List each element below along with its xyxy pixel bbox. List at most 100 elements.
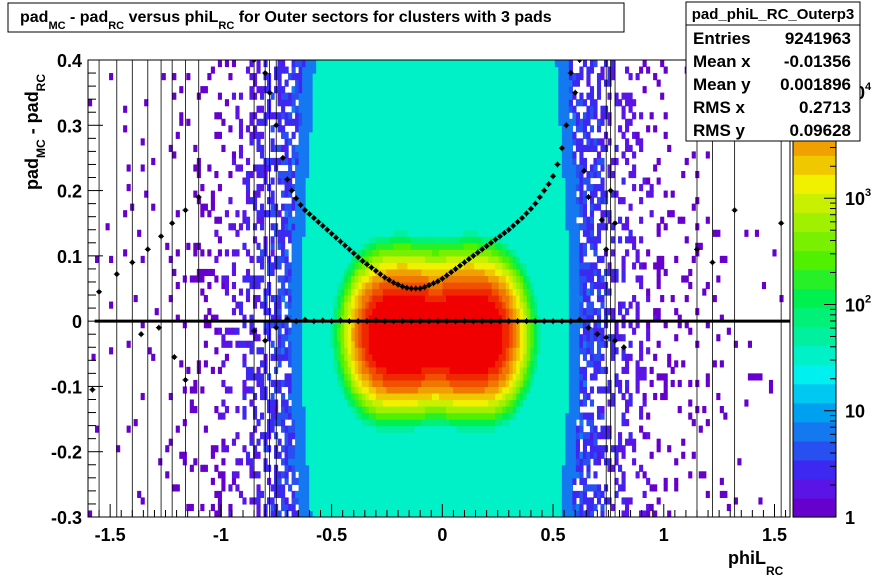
heatmap-cell <box>368 190 373 198</box>
heatmap-cell <box>312 445 317 453</box>
heatmap-cell <box>302 262 307 270</box>
heatmap-cell <box>288 301 293 309</box>
heatmap-cell <box>435 471 440 479</box>
heatmap-cell <box>333 216 338 224</box>
heatmap-cell <box>477 79 482 87</box>
heatmap-cell <box>488 112 493 120</box>
heatmap-cell <box>267 164 272 172</box>
heatmap-cell <box>337 301 342 309</box>
heatmap-cell <box>326 406 331 414</box>
heatmap-cell <box>319 314 324 322</box>
heatmap-cell <box>386 484 391 492</box>
heatmap-cell <box>175 281 180 290</box>
heatmap-cell <box>330 144 335 152</box>
heatmap-cell <box>323 503 328 512</box>
heatmap-cell <box>312 138 317 146</box>
heatmap-cell <box>323 112 328 120</box>
heatmap-cell <box>470 236 475 244</box>
heatmap-cell <box>291 86 296 94</box>
heatmap-cell <box>358 144 363 152</box>
heatmap-cell <box>210 203 215 211</box>
heatmap-cell <box>295 425 300 433</box>
heatmap-cell <box>333 314 338 322</box>
heatmap-cell <box>361 157 366 166</box>
heatmap-cell <box>379 255 384 263</box>
heatmap-cell <box>460 99 465 107</box>
heatmap-cell <box>393 301 398 309</box>
heatmap-cell <box>474 177 479 185</box>
heatmap-cell <box>449 66 454 74</box>
heatmap-cell <box>277 66 282 74</box>
heatmap-cell <box>217 412 222 420</box>
heatmap-cell <box>249 458 254 466</box>
heatmap-cell <box>214 170 219 179</box>
heatmap-cell <box>319 242 324 250</box>
heatmap-cell <box>340 184 345 192</box>
heatmap-cell <box>344 445 349 453</box>
heatmap-cell <box>456 99 461 107</box>
heatmap-cell <box>333 197 338 205</box>
heatmap-cell <box>396 425 401 433</box>
heatmap-cell <box>498 229 503 237</box>
heatmap-cell <box>491 327 496 335</box>
heatmap-cell <box>456 379 461 388</box>
heatmap-cell <box>463 464 468 472</box>
heatmap-cell <box>249 321 254 329</box>
heatmap-cell <box>295 438 300 446</box>
heatmap-cell <box>358 464 363 472</box>
heatmap-cell <box>284 334 289 342</box>
heatmap-cell <box>312 197 317 205</box>
heatmap-cell <box>323 484 328 492</box>
heatmap-cell <box>281 177 286 185</box>
heatmap-cell <box>347 216 352 224</box>
heatmap-cell <box>344 451 349 459</box>
heatmap-cell <box>460 301 465 309</box>
heatmap-cell <box>393 125 398 133</box>
heatmap-cell <box>337 464 342 472</box>
heatmap-cell <box>291 288 296 296</box>
heatmap-cell <box>453 203 458 211</box>
heatmap-cell <box>491 510 496 517</box>
heatmap-cell <box>414 79 419 87</box>
heatmap-cell <box>259 184 265 192</box>
heatmap-cell <box>502 216 507 224</box>
heatmap-cell <box>403 340 409 348</box>
heatmap-cell <box>439 458 444 466</box>
heatmap-cell <box>302 490 307 499</box>
heatmap-cell <box>442 268 447 277</box>
heatmap-cell <box>456 151 461 159</box>
heatmap-cell <box>460 249 465 257</box>
heatmap-cell <box>354 281 359 290</box>
heatmap-cell <box>488 503 493 512</box>
heatmap-cell <box>312 86 317 94</box>
heatmap-cell <box>361 223 366 231</box>
heatmap-cell <box>417 236 423 244</box>
heatmap-cell <box>298 458 303 466</box>
heatmap-cell <box>203 425 208 433</box>
heatmap-cell <box>368 490 373 499</box>
heatmap-cell <box>470 340 475 348</box>
heatmap-cell <box>442 131 447 139</box>
heatmap-cell <box>235 406 240 414</box>
heatmap-cell <box>502 464 507 472</box>
heatmap-cell <box>295 373 300 381</box>
heatmap-cell <box>379 301 384 309</box>
heatmap-cell <box>302 151 307 159</box>
heatmap-cell <box>312 157 317 166</box>
heatmap-cell <box>421 438 426 446</box>
heatmap-cell <box>389 497 394 505</box>
heatmap-cell <box>358 301 363 309</box>
heatmap-cell <box>284 445 289 453</box>
heatmap-cell <box>431 216 437 224</box>
heatmap-cell <box>351 177 356 185</box>
heatmap-cell <box>333 360 338 368</box>
heatmap-cell <box>439 308 444 316</box>
heatmap-cell <box>382 503 387 512</box>
heatmap-cell <box>365 464 370 472</box>
heatmap-cell <box>351 379 356 388</box>
heatmap-cell <box>396 386 401 394</box>
heatmap-cell <box>333 79 338 87</box>
heatmap-cell <box>358 360 363 368</box>
heatmap-cell <box>410 157 416 166</box>
heatmap-cell <box>382 464 387 472</box>
